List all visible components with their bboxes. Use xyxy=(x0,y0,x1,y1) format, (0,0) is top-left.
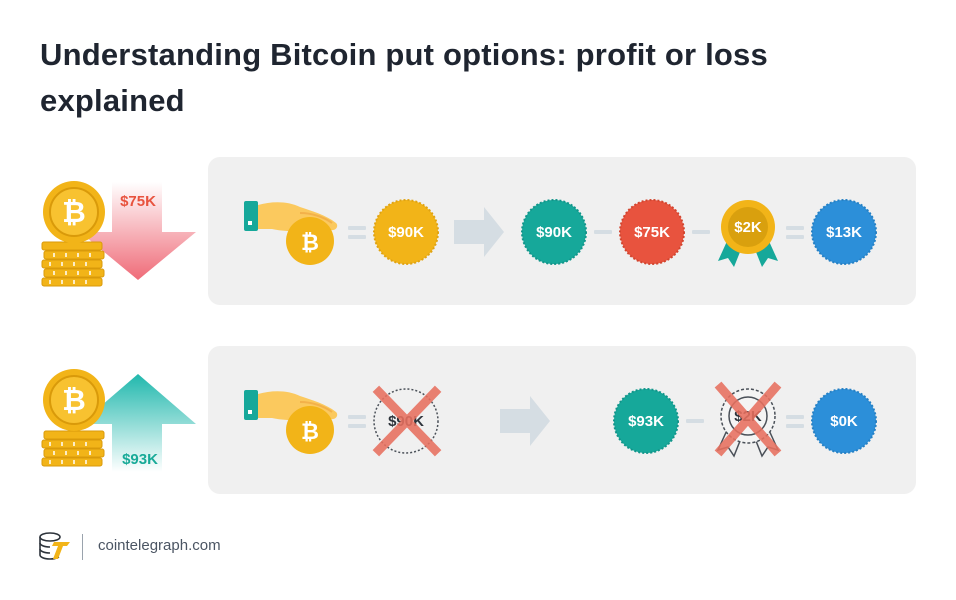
market-price-coin: $75K xyxy=(619,199,685,265)
premium-label: $2K xyxy=(734,219,762,236)
bitcoin-coin-icon: ₿ xyxy=(43,181,105,243)
equals-icon xyxy=(348,415,366,428)
price-drop-illustration: $75K ₿ xyxy=(36,172,206,292)
svg-text:₿: ₿ xyxy=(62,195,86,229)
loss-scenario-panel: ₿ $90K $93K $2K xyxy=(208,346,916,494)
page-title: Understanding Bitcoin put options: profi… xyxy=(40,37,768,118)
coin-stack-icon xyxy=(41,430,105,467)
strike-price-label: $90K xyxy=(388,224,424,241)
cross-icon xyxy=(714,381,782,457)
result-label: $0K xyxy=(830,413,858,430)
row2-price-label: $93K xyxy=(122,451,158,468)
crossed-premium-badge: $2K xyxy=(714,381,782,458)
equals-icon xyxy=(786,226,804,239)
row1-price-label: $75K xyxy=(120,193,156,210)
minus-icon xyxy=(594,230,612,234)
minus-icon xyxy=(692,230,710,234)
footer-divider xyxy=(82,534,83,560)
coin-stack-icon xyxy=(41,241,105,287)
minus-icon xyxy=(686,419,704,423)
market-price-label: $75K xyxy=(634,224,670,241)
sell-price-coin: $90K xyxy=(521,199,587,265)
equals-icon xyxy=(348,226,366,239)
result-coin: $13K xyxy=(811,199,877,265)
price-rise-illustration: $93K ₿ xyxy=(36,362,206,482)
cross-icon xyxy=(372,385,442,457)
bitcoin-coin-icon: ₿ xyxy=(43,369,105,431)
crossed-strike-coin: $90K xyxy=(372,385,442,457)
result-label: $13K xyxy=(826,224,862,241)
svg-text:₿: ₿ xyxy=(62,383,86,417)
sell-price-label: $93K xyxy=(628,413,664,430)
svg-text:₿: ₿ xyxy=(301,420,319,445)
sell-price-label: $90K xyxy=(536,224,572,241)
arrow-right-icon xyxy=(454,207,504,257)
svg-text:₿: ₿ xyxy=(301,231,319,256)
sell-price-coin: $93K xyxy=(613,388,679,454)
strike-price-coin: $90K xyxy=(373,199,439,265)
premium-badge-icon: $2K xyxy=(718,200,778,267)
profit-scenario-panel: ₿ $90K $90K $75K xyxy=(208,157,916,305)
result-coin: $0K xyxy=(811,388,877,454)
arrow-right-icon xyxy=(500,396,550,446)
down-arrow-icon xyxy=(80,182,196,280)
cointelegraph-logo-icon xyxy=(39,532,70,560)
up-arrow-icon xyxy=(80,374,196,472)
equals-icon xyxy=(786,415,804,428)
hand-with-coin-icon: ₿ xyxy=(244,390,338,454)
brand-link[interactable]: cointelegraph.com xyxy=(98,537,221,554)
hand-with-coin-icon: ₿ xyxy=(244,201,338,265)
